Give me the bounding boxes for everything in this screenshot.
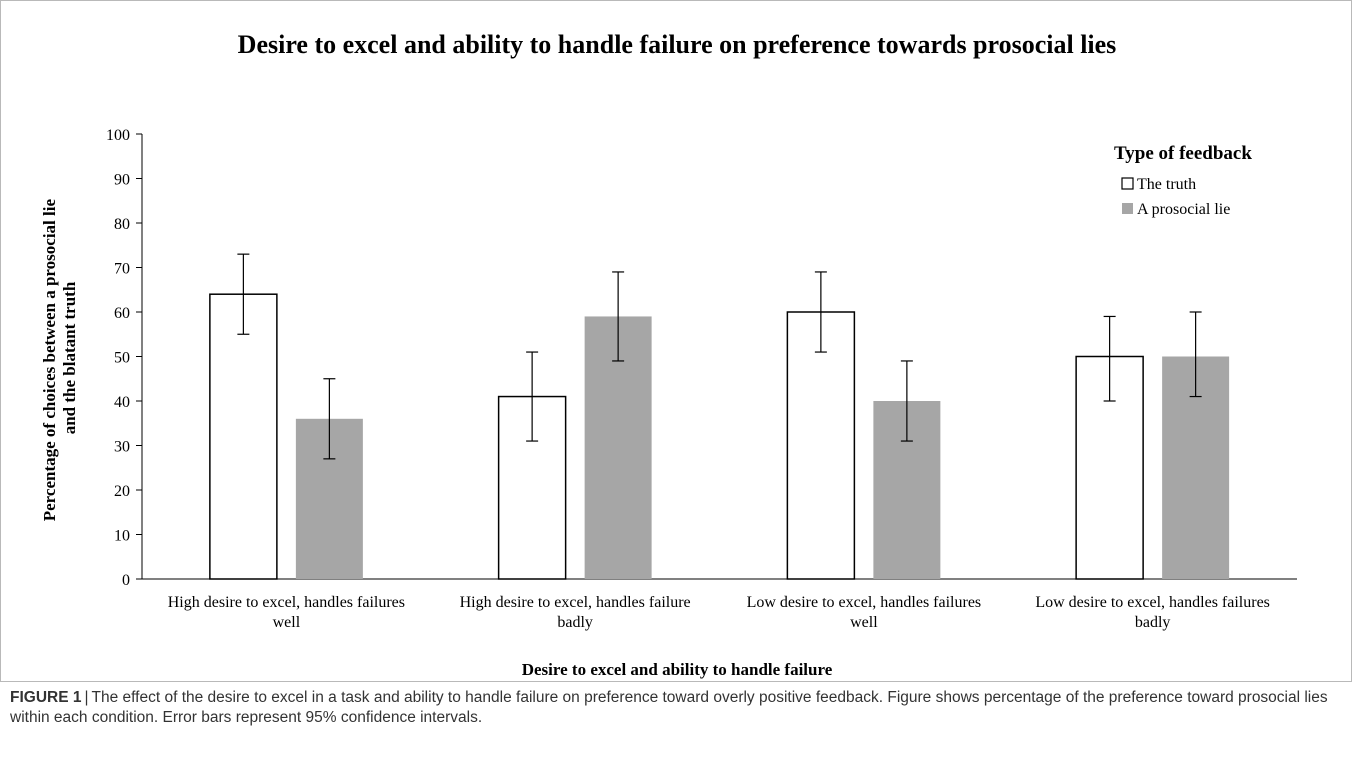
error-bars (237, 253, 1202, 460)
bar-chart: Desire to excel and ability to handle fa… (40, 30, 1297, 679)
y-tick-label: 40 (114, 394, 130, 411)
y-axis-title: Percentage of choices between a prosocia… (40, 195, 79, 522)
legend: Type of feedback The truth A prosocial li… (1114, 143, 1252, 218)
x-tick-label: well (273, 614, 301, 631)
x-tick-label: High desire to excel, handles failure (460, 594, 691, 611)
caption-separator: | (84, 689, 89, 706)
legend-label: A prosocial lie (1137, 201, 1230, 218)
x-tick-label: Low desire to excel, handles failures (1035, 594, 1270, 611)
x-tick-labels: High desire to excel, handles failures we… (168, 594, 1270, 631)
y-tick-label: 60 (114, 305, 130, 322)
bar (209, 293, 278, 580)
x-tick-label: badly (1135, 614, 1171, 631)
y-tick-label: 100 (106, 127, 130, 144)
caption-label: FIGURE 1 (10, 689, 82, 706)
legend-label: The truth (1137, 176, 1196, 193)
bars (209, 293, 1230, 580)
x-tick-label: Low desire to excel, handles failures (747, 594, 982, 611)
chart-title: Desire to excel and ability to handle fa… (238, 30, 1117, 59)
y-tick-label: 70 (114, 261, 130, 278)
x-axis-title: Desire to excel and ability to handle fa… (522, 660, 833, 679)
y-axis: 0 10 20 30 40 50 60 70 80 90 100 (106, 127, 143, 589)
y-tick-label: 30 (114, 439, 130, 456)
y-tick-label: 90 (114, 172, 130, 189)
y-tick-label: 50 (114, 350, 130, 367)
y-tick-label: 0 (122, 572, 130, 589)
x-tick-label: High desire to excel, handles failures (168, 594, 405, 611)
figure-caption: FIGURE 1 | The effect of the desire to exc… (10, 688, 1340, 728)
bar (497, 395, 567, 580)
x-tick-label: badly (557, 614, 593, 631)
x-tick-label: well (850, 614, 878, 631)
legend-title: Type of feedback (1114, 143, 1252, 164)
y-tick-label: 10 (114, 528, 130, 545)
y-tick-label: 80 (114, 216, 130, 233)
legend-swatch (1121, 177, 1134, 190)
chart-frame: Desire to excel and ability to handle fa… (0, 0, 1352, 682)
legend-swatch (1122, 203, 1133, 214)
bar (786, 311, 856, 580)
caption-text: The effect of the desire to excel in a t… (10, 689, 1328, 726)
y-tick-label: 20 (114, 483, 130, 500)
